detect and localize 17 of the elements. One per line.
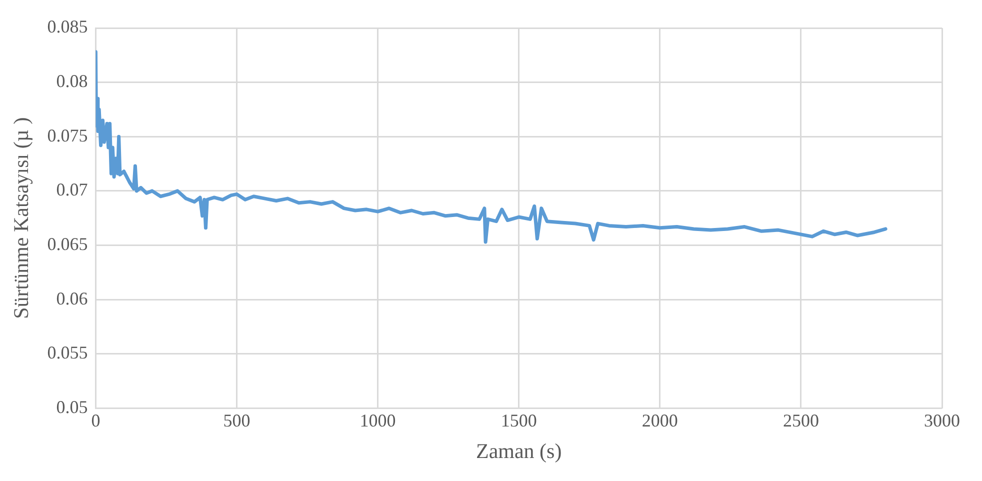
x-tick-label: 1500 (500, 410, 537, 431)
y-tick-label: 0.055 (47, 342, 88, 363)
x-axis-title: Zaman (s) (476, 438, 562, 463)
y-tick-label: 0.065 (47, 234, 88, 254)
y-tick-label: 0.075 (47, 125, 88, 146)
y-tick-label: 0.06 (56, 288, 88, 308)
x-tick-label: 500 (223, 410, 250, 431)
y-tick-label: 0.085 (47, 16, 88, 37)
x-tick-label: 2500 (782, 410, 819, 431)
y-tick-label: 0.05 (56, 396, 88, 417)
y-tick-label: 0.07 (56, 180, 88, 200)
x-tick-label: 0 (91, 410, 100, 431)
y-tick-label: 0.08 (56, 71, 88, 92)
y-axis-title: Sürtünme Katsayısı (µ ) (9, 117, 34, 319)
x-tick-label: 3000 (924, 410, 960, 431)
x-tick-label: 1000 (360, 410, 396, 431)
x-tick-label: 2000 (642, 410, 678, 431)
